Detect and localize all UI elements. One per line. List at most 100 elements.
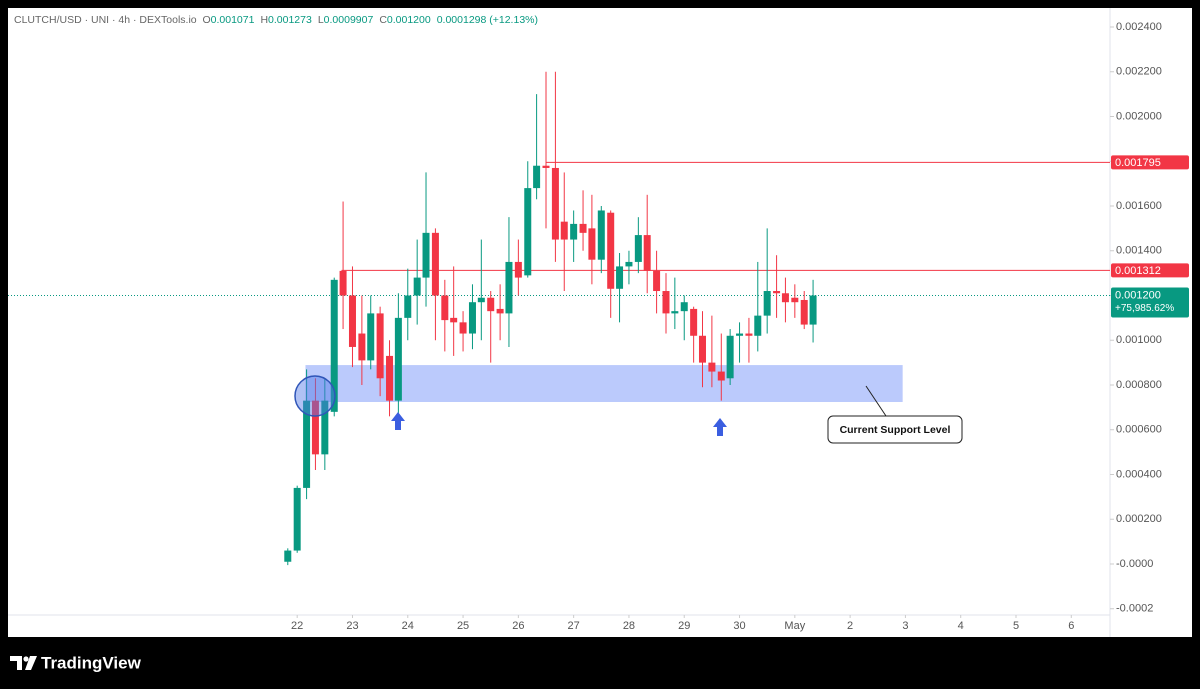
x-tick-label: 24	[402, 620, 414, 632]
level-price-box	[1111, 263, 1189, 278]
level-price-label: 0.001312	[1115, 265, 1161, 277]
candle-body	[607, 212, 615, 289]
candle-body	[570, 223, 578, 240]
candle-body	[293, 487, 301, 551]
ohlc-value: 0.001273	[268, 14, 312, 26]
candle-body	[376, 313, 384, 379]
candle-body	[533, 165, 541, 189]
y-tick-label: 0.000400	[1116, 468, 1162, 480]
logo-mark	[25, 656, 37, 670]
y-tick-label: 0.001400	[1116, 245, 1162, 257]
candle-body	[303, 400, 311, 488]
candle-body	[514, 261, 522, 278]
candle-body	[413, 277, 421, 296]
ohlc: O0.001071 H0.001273 L0.0009907 C0.001200	[202, 14, 436, 26]
support-zone	[305, 365, 903, 402]
candle-body	[745, 333, 753, 336]
x-tick-label: 28	[623, 620, 635, 632]
candle-body	[809, 295, 817, 325]
candle-body	[643, 235, 651, 271]
candle-body	[791, 297, 799, 303]
candle-body	[690, 308, 698, 336]
x-tick-label: 5	[1013, 620, 1019, 632]
y-tick-label: 0.002200	[1116, 66, 1162, 78]
candle-body	[634, 235, 642, 262]
logo-mark	[10, 656, 22, 670]
x-tick-label: 6	[1068, 620, 1074, 632]
ohlc-key: C	[379, 14, 387, 26]
candle-body	[441, 295, 449, 321]
candle-body	[468, 302, 476, 334]
candle-body	[524, 188, 532, 276]
candle-body	[662, 291, 670, 314]
callout-box	[827, 415, 963, 444]
y-tick-label: 0.000600	[1116, 424, 1162, 436]
y-tick-label: 0.001000	[1116, 334, 1162, 346]
candle-body	[542, 165, 550, 168]
x-tick-label: 23	[346, 620, 358, 632]
candle-body	[717, 371, 725, 381]
candle-body	[487, 297, 495, 312]
candle-body	[339, 270, 347, 296]
ohlc-key: L	[317, 14, 324, 26]
candle-body	[653, 270, 661, 292]
arrow-up	[391, 412, 405, 430]
x-tick-label: 2	[847, 620, 853, 632]
ohlc-value: 0.001200	[386, 14, 431, 26]
candle-body	[763, 291, 771, 316]
candle-body	[616, 266, 624, 289]
candle-body	[726, 335, 734, 379]
candle-body	[311, 400, 319, 455]
y-tick-label: 0.000200	[1116, 513, 1162, 525]
candle-body	[800, 299, 808, 325]
candle-body	[496, 308, 504, 314]
chart-panel	[8, 8, 1192, 637]
ohlc-value: 0.001071	[210, 14, 255, 26]
arrow-up	[713, 418, 727, 436]
candle-body	[781, 293, 789, 303]
candle-body	[505, 261, 513, 314]
candle-body	[671, 311, 679, 314]
chart-header: CLUTCH/USD · UNI · 4h · DEXTools.io O0.0…	[14, 14, 544, 26]
current-price-label: 0.001200	[1115, 289, 1161, 301]
candle-body	[625, 261, 633, 267]
symbol: CLUTCH/USD · UNI · 4h · DEXTools.io	[14, 14, 197, 26]
candle-body	[579, 223, 587, 233]
x-tick-label: 26	[512, 620, 524, 632]
change: 0.0001298 (+12.13%)	[436, 14, 538, 26]
candle-body	[358, 333, 366, 361]
ohlc-key: O	[202, 14, 211, 26]
callout-label: Current Support Level	[840, 424, 951, 436]
candle-body	[348, 295, 356, 347]
highlight-circle	[294, 375, 336, 417]
candle-body	[330, 279, 338, 412]
logo-dot	[23, 656, 29, 662]
candle-body	[404, 295, 412, 318]
level-price-label: 0.001795	[1115, 157, 1161, 169]
candle-body	[560, 221, 568, 240]
candle-body	[588, 228, 596, 260]
candle-body	[422, 232, 430, 278]
candle-body	[773, 291, 781, 294]
x-tick-label: 29	[678, 620, 690, 632]
candle-body	[754, 315, 762, 336]
candle-body	[394, 317, 402, 401]
y-tick-label: -0.0002	[1116, 603, 1153, 615]
candle-body	[284, 550, 292, 562]
candle-body	[477, 297, 485, 303]
candle-body	[698, 335, 706, 363]
x-tick-label: 27	[568, 620, 580, 632]
y-tick-label: 0.001600	[1116, 200, 1162, 212]
y-tick-label: 0.002000	[1116, 110, 1162, 122]
x-tick-label: 25	[457, 620, 469, 632]
candle-body	[459, 322, 467, 334]
ohlc-value: 0.0009907	[323, 14, 374, 26]
x-tick-label: 30	[733, 620, 745, 632]
y-tick-label: 0.002400	[1116, 21, 1162, 33]
candle-body	[708, 362, 716, 372]
y-tick-label: -0.0000	[1116, 558, 1153, 570]
candle-body	[321, 400, 329, 455]
y-tick-label: 0.000800	[1116, 379, 1162, 391]
